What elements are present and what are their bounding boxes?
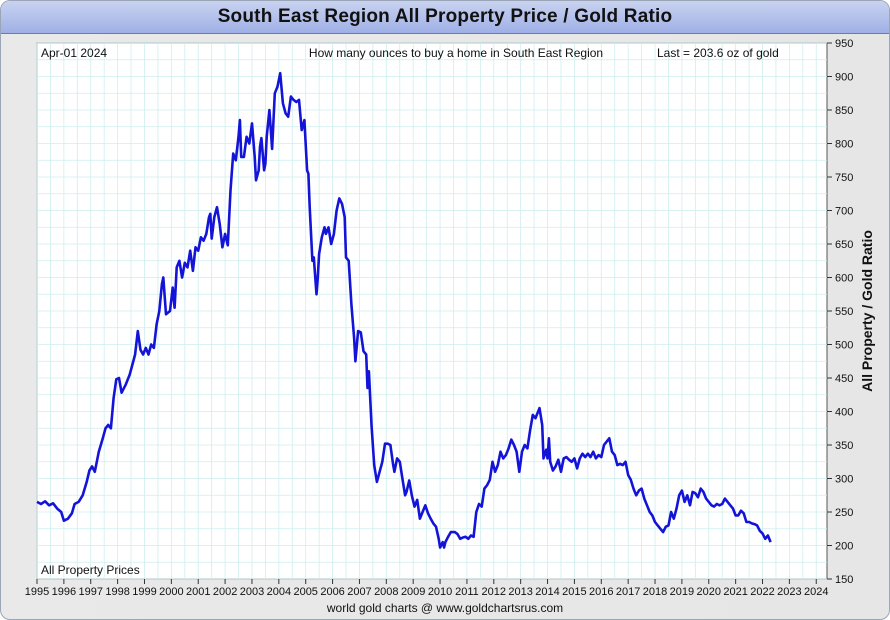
- x-tick-label: 1996: [52, 586, 76, 598]
- x-tick-label: 2007: [347, 586, 371, 598]
- x-tick-label: 2012: [482, 586, 506, 598]
- y-tick-label: 900: [835, 72, 853, 84]
- y-tick-label: 850: [835, 105, 853, 117]
- y-tick-label: 550: [835, 306, 853, 318]
- x-tick-label: 2006: [320, 586, 344, 598]
- y-tick-label: 750: [835, 172, 853, 184]
- x-tick-label: 2002: [213, 586, 237, 598]
- x-tick-label: 2023: [777, 586, 801, 598]
- y-tick-label: 400: [835, 407, 853, 419]
- x-tick-label: 2000: [159, 586, 183, 598]
- y-tick-label: 150: [835, 574, 853, 586]
- last-value-label: Last = 203.6 oz of gold: [657, 46, 779, 60]
- series-label: All Property Prices: [41, 563, 140, 577]
- y-tick-label: 250: [835, 507, 853, 519]
- y-axis-ticks: 150 200 250 300 350 400 450 500 550 600 650 700 750 8…: [827, 38, 853, 586]
- x-tick-label: 2004: [267, 586, 291, 598]
- x-tick-label: 2018: [643, 586, 667, 598]
- x-tick-label: 2015: [562, 586, 586, 598]
- y-tick-label: 800: [835, 139, 853, 151]
- grid-lines: [36, 42, 827, 580]
- x-tick-label: 2001: [186, 586, 210, 598]
- y-axis-label: All Property / Gold Ratio: [859, 230, 875, 392]
- x-tick-label: 1998: [105, 586, 129, 598]
- x-tick-label: 2008: [374, 586, 398, 598]
- x-tick-label: 2013: [508, 586, 532, 598]
- x-tick-label: 2010: [428, 586, 452, 598]
- y-tick-label: 350: [835, 440, 853, 452]
- x-tick-label: 1997: [78, 586, 102, 598]
- x-tick-label: 2005: [293, 586, 317, 598]
- x-tick-label: 2022: [750, 586, 774, 598]
- y-tick-label: 650: [835, 239, 853, 251]
- x-tick-label: 1999: [132, 586, 156, 598]
- chart-subtitle: How many ounces to buy a home in South E…: [309, 46, 603, 60]
- x-tick-label: 2011: [455, 586, 479, 598]
- y-tick-label: 450: [835, 373, 853, 385]
- y-tick-label: 500: [835, 340, 853, 352]
- x-tick-label: 2014: [535, 586, 559, 598]
- x-tick-label: 2021: [723, 586, 747, 598]
- x-tick-label: 2024: [804, 586, 828, 598]
- x-tick-label: 2019: [670, 586, 694, 598]
- chart-title: South East Region All Property Price / G…: [217, 6, 673, 27]
- x-tick-label: 2017: [616, 586, 640, 598]
- series-line-all-property: [36, 71, 772, 549]
- x-tick-label: 2016: [589, 586, 613, 598]
- x-axis-ticks: 1995 1996 1997 1998 1999 2000 2001 2002 2003 2004…: [25, 579, 828, 598]
- y-tick-label: 300: [835, 474, 853, 486]
- x-tick-label: 2009: [401, 586, 425, 598]
- title-bar: South East Region All Property Price / G…: [1, 1, 889, 34]
- date-label: Apr-01 2024: [41, 46, 107, 60]
- x-tick-label: 2003: [240, 586, 264, 598]
- x-tick-label: 2020: [697, 586, 721, 598]
- footer-credit: world gold charts @ www.goldchartsrus.co…: [326, 601, 564, 615]
- x-tick-label: 1995: [25, 586, 49, 598]
- y-tick-label: 950: [835, 38, 853, 50]
- y-tick-label: 700: [835, 206, 853, 218]
- y-tick-label: 200: [835, 541, 853, 553]
- y-tick-label: 600: [835, 273, 853, 285]
